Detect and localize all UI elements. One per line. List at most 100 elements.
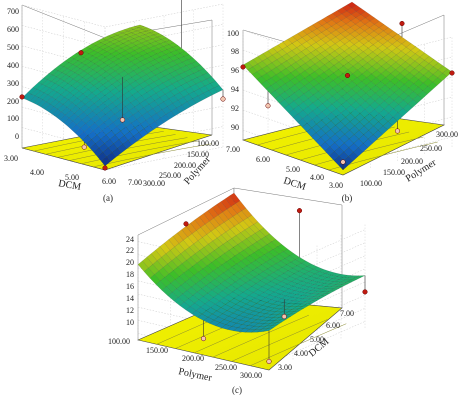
surface-patch bbox=[350, 109, 361, 118]
surface-patch bbox=[336, 96, 347, 105]
surface-patch bbox=[363, 130, 374, 140]
wall-gridline bbox=[21, 24, 224, 48]
surface-patch bbox=[238, 220, 250, 231]
panel-b-y-tick: 150.00 bbox=[383, 168, 405, 177]
surface-patch bbox=[363, 121, 374, 131]
surface-patch bbox=[322, 83, 333, 93]
wall-gridline bbox=[137, 229, 366, 272]
surface-patch bbox=[384, 96, 394, 105]
surface-patch bbox=[367, 44, 378, 52]
surface-patch bbox=[370, 85, 381, 94]
panel-c-z-tick: 18 bbox=[126, 270, 134, 279]
surface-patch bbox=[33, 97, 43, 105]
surface-patch bbox=[141, 27, 152, 32]
surface-patch bbox=[328, 65, 339, 73]
surface-patch bbox=[358, 37, 369, 45]
surface-patch bbox=[395, 58, 406, 66]
panel-b-x-ticks: 7.00 6.00 5.00 4.00 3.00 bbox=[226, 145, 343, 190]
surface-patch bbox=[377, 44, 388, 52]
surface-patch bbox=[403, 95, 413, 105]
surface-patch bbox=[346, 88, 357, 98]
surface-patch bbox=[99, 44, 109, 50]
surface-patch bbox=[175, 85, 186, 93]
surface-patch bbox=[299, 289, 311, 294]
surface-patch bbox=[339, 37, 350, 45]
surface-patch bbox=[324, 146, 335, 156]
surface-patch bbox=[300, 48, 311, 56]
surface-patch bbox=[336, 20, 347, 28]
surface-patch bbox=[69, 88, 80, 96]
surface-patch bbox=[360, 93, 371, 102]
surface-patch bbox=[304, 286, 316, 291]
surface-patch bbox=[266, 69, 277, 78]
panel-c-y-ticks: 3.00 4.00 5.00 6.00 7.00 bbox=[278, 309, 354, 372]
wall-gridline bbox=[137, 242, 366, 285]
surface-patch bbox=[396, 43, 407, 52]
wall-gridline bbox=[137, 281, 366, 325]
surface-patch bbox=[155, 280, 167, 291]
surface-patch bbox=[284, 313, 296, 318]
surface-patch bbox=[364, 27, 375, 35]
surface-patch bbox=[336, 7, 347, 15]
surface-patch bbox=[180, 250, 191, 261]
surface-patch bbox=[314, 285, 326, 289]
surface-patch bbox=[379, 100, 389, 110]
surface-patch bbox=[300, 62, 311, 71]
surface-patch bbox=[369, 100, 380, 110]
surface-patch bbox=[235, 232, 247, 242]
surface-patch bbox=[102, 147, 113, 157]
surface-patch bbox=[78, 131, 88, 141]
surface-patch bbox=[326, 26, 337, 34]
surface-patch bbox=[179, 51, 190, 57]
panel-a-x-tick: 6.00 bbox=[102, 177, 116, 186]
surface-patch bbox=[386, 58, 397, 67]
surface-patch bbox=[315, 128, 326, 138]
surface-patch bbox=[191, 77, 202, 85]
surface-patch bbox=[292, 113, 303, 123]
surface-patch bbox=[329, 43, 340, 51]
surface-patch bbox=[250, 329, 262, 333]
surface-patch bbox=[153, 78, 164, 87]
surface-patch bbox=[382, 121, 393, 131]
panel-a-z-ticks: 700 600 500 400 300 200 100 0 bbox=[7, 7, 19, 141]
surface-patch bbox=[369, 17, 380, 25]
surface-patch bbox=[262, 57, 273, 66]
surface-patch bbox=[254, 274, 265, 281]
surface-patch bbox=[384, 80, 395, 89]
design-point bbox=[344, 72, 351, 79]
surface-patch bbox=[140, 40, 151, 46]
surface-patch bbox=[242, 61, 253, 70]
surface-patch bbox=[197, 313, 209, 321]
surface-patch bbox=[374, 20, 385, 28]
surface-patch bbox=[355, 96, 366, 106]
panel-a-z-tick: 700 bbox=[7, 7, 19, 16]
surface-patch bbox=[185, 306, 197, 314]
surface-patch bbox=[225, 195, 236, 207]
surface-patch bbox=[125, 102, 135, 111]
surface-patch bbox=[335, 121, 346, 130]
panel-c-z-tick: 20 bbox=[126, 258, 134, 267]
surface-patch bbox=[337, 88, 347, 97]
surface-patch bbox=[143, 267, 155, 279]
surface-patch bbox=[198, 213, 210, 225]
panel-c-design-points bbox=[183, 208, 368, 365]
surface-patch bbox=[365, 89, 376, 98]
panel-b-x-tick: 7.00 bbox=[226, 145, 240, 154]
surface-patch bbox=[385, 65, 396, 74]
surface-patch bbox=[319, 57, 330, 65]
surface-patch bbox=[183, 54, 194, 60]
surface-patch bbox=[189, 66, 200, 74]
surface-patch bbox=[267, 47, 278, 56]
surface-patch bbox=[357, 66, 368, 74]
surface-patch bbox=[262, 50, 273, 59]
surface-patch bbox=[102, 35, 112, 41]
surface-patch bbox=[306, 119, 317, 129]
surface-patch bbox=[327, 96, 337, 105]
surface-patch bbox=[327, 88, 338, 97]
surface-patch bbox=[148, 45, 159, 52]
surface-patch bbox=[317, 19, 328, 26]
surface-patch bbox=[72, 74, 83, 82]
surface-patch bbox=[69, 72, 79, 80]
surface-patch bbox=[310, 42, 321, 50]
floor-contour bbox=[314, 136, 424, 166]
